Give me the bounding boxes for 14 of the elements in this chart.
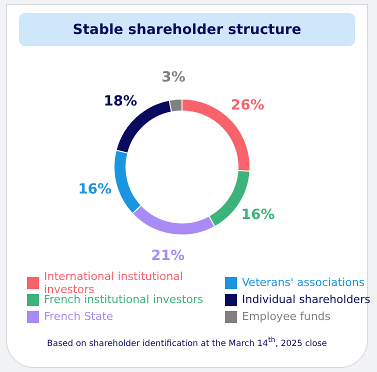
chart-title: Stable shareholder structure [19,13,355,46]
text: Based on shareholder identification at the March 14$^{th}$, 2025 close [46,335,328,349]
legend-label: French State [44,310,114,323]
legend-label: Individual shareholders [242,293,370,306]
data-label: 26% [230,97,264,114]
legend-label: French institutional investors [44,293,204,306]
data-label: 3% [162,69,186,86]
legend-label: Employee funds [242,310,331,323]
data-label: 16% [78,181,112,198]
data-label: 21% [151,248,185,264]
data-label: 18% [104,93,138,110]
legend-label: International institutional investors [44,270,183,296]
data-label: 16% [241,207,275,224]
legend-label: Veterans' associations [242,276,365,289]
